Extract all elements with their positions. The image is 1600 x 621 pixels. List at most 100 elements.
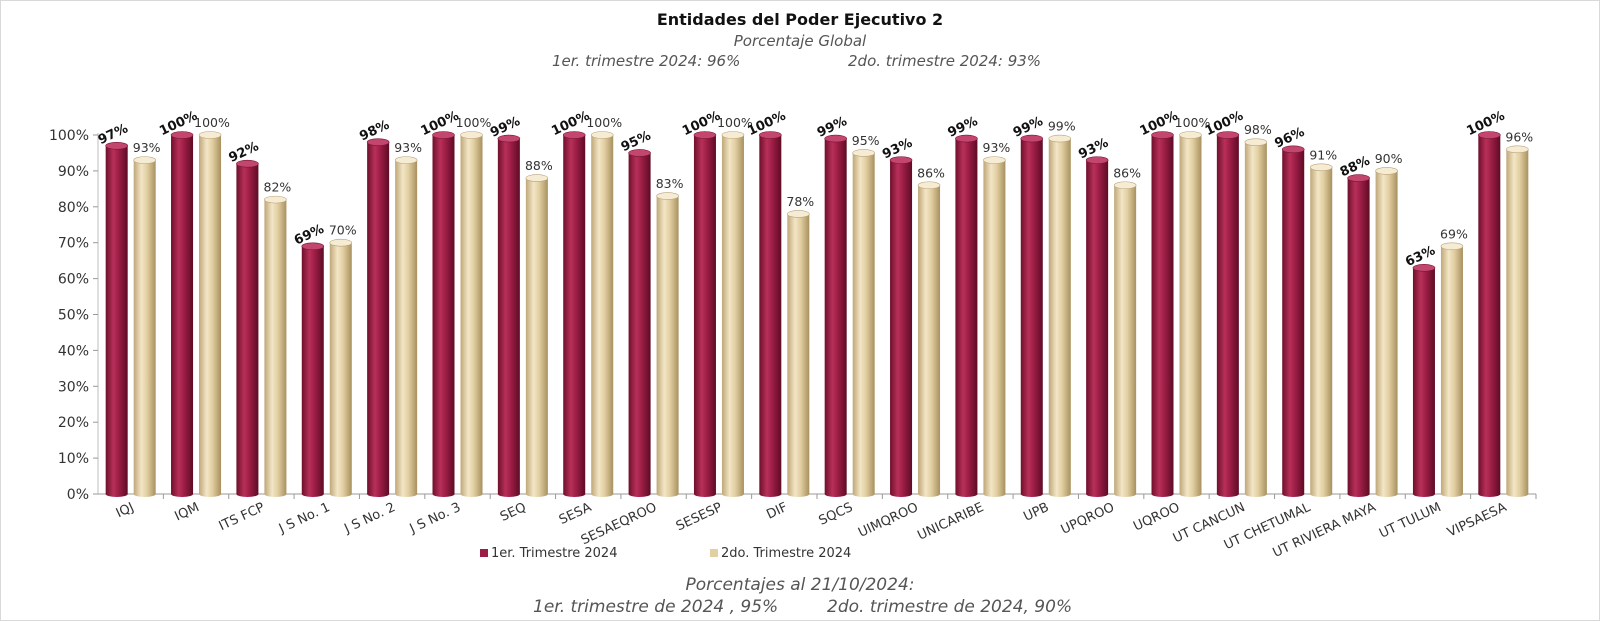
bar-q1	[1020, 138, 1043, 494]
bar-base	[460, 491, 483, 497]
bar-q2	[329, 242, 352, 494]
bar-cap	[198, 131, 222, 139]
bar-cap	[1020, 134, 1044, 143]
bar-q1	[563, 135, 586, 494]
bar-cap	[394, 156, 418, 164]
data-label-q2: 98%	[1244, 122, 1272, 137]
x-tick-label: UQROO	[1131, 500, 1182, 534]
bar-cap	[955, 134, 978, 143]
bar-base	[105, 491, 128, 497]
data-label-q2: 90%	[1375, 151, 1403, 166]
bar-base	[236, 491, 259, 497]
bar-cap	[1048, 134, 1072, 143]
bar-q1	[955, 138, 978, 494]
bar-cap	[656, 192, 679, 200]
data-label-q2: 88%	[525, 158, 553, 173]
bar-base	[955, 491, 978, 497]
chart-title: Entidades del Poder Ejecutivo 2	[656, 10, 944, 29]
bar-q2	[1375, 170, 1398, 494]
bar-base	[1506, 491, 1529, 497]
x-tick-label: IQM	[172, 500, 201, 524]
bar-base	[1412, 491, 1435, 497]
x-tick-label: ITS FCP	[217, 500, 267, 534]
legend-swatch-q2	[710, 549, 718, 557]
bar-q2	[525, 178, 548, 494]
data-label-q2: 83%	[656, 176, 684, 191]
data-label-q2: 78%	[786, 194, 814, 209]
bar-q1	[171, 135, 194, 494]
bar-base	[1020, 491, 1043, 497]
bar-cap	[1216, 131, 1240, 139]
bar-q1	[1086, 160, 1109, 494]
bar-cap	[1151, 131, 1174, 139]
bar-q1	[824, 138, 847, 494]
y-tick-label: 10%	[58, 451, 89, 467]
data-label-q2: 69%	[1440, 226, 1468, 241]
bar-cap	[1113, 181, 1137, 190]
bar-base	[301, 491, 324, 497]
bar-q2	[787, 213, 810, 495]
bar-cap	[1412, 264, 1436, 272]
data-label-q2: 100%	[194, 115, 230, 130]
bar-base	[1179, 491, 1202, 497]
bar-q1	[890, 160, 913, 494]
bar-base	[721, 491, 744, 497]
bar-q1	[693, 135, 716, 494]
data-label-q2: 99%	[1048, 119, 1076, 134]
y-tick-label: 60%	[58, 272, 89, 288]
bar-base	[367, 491, 390, 497]
bar-base	[1375, 491, 1398, 497]
bar-q2	[133, 160, 156, 494]
bar-q1	[1216, 135, 1239, 494]
bar-cap	[1281, 145, 1305, 154]
bar-cap	[366, 138, 390, 146]
footer-title: Porcentajes al 21/10/2024:	[685, 575, 915, 595]
bar-base	[1114, 491, 1137, 497]
x-tick-label: J S No. 3	[407, 500, 463, 537]
bar-cap	[1506, 145, 1529, 154]
bar-q2	[656, 196, 679, 494]
bar-cap	[628, 149, 651, 157]
x-tick-label: UIMQROO	[856, 500, 921, 541]
data-label-q2: 70%	[329, 223, 357, 238]
data-label-q2: 100%	[456, 115, 492, 130]
bar-base	[918, 491, 941, 497]
bar-base	[395, 491, 418, 497]
bar-q2	[199, 135, 222, 494]
x-tick-label: J S No. 1	[276, 500, 332, 537]
x-tick-label: SQCS	[817, 500, 856, 529]
bar-q1	[1347, 178, 1370, 494]
bar-base	[329, 491, 352, 497]
data-label-q2: 96%	[1505, 129, 1533, 144]
x-tick-label: SEQ	[498, 500, 529, 525]
bar-cap	[432, 131, 455, 139]
bar-q1	[301, 246, 324, 494]
bar-base	[1282, 491, 1305, 497]
bar-base	[1151, 491, 1174, 497]
x-tick-label: VIPSAESA	[1445, 500, 1509, 540]
bar-base	[1310, 491, 1333, 497]
bar-q2	[983, 160, 1006, 494]
summary-q1: 1er. trimestre 2024: 96%	[552, 52, 741, 70]
data-label-q2: 100%	[717, 115, 753, 130]
bar-cap	[693, 131, 717, 139]
bar-base	[133, 491, 156, 497]
legend-swatch-q1	[480, 549, 488, 557]
data-label-q2: 93%	[133, 140, 161, 155]
bar-cap	[824, 134, 847, 143]
legend-label-q1: 1er. Trimestre 2024	[491, 546, 617, 561]
y-tick-label: 90%	[58, 164, 89, 180]
bar-cap	[329, 238, 353, 247]
bar-base	[759, 491, 782, 497]
bar-base	[199, 491, 222, 497]
bar-q1	[1412, 267, 1435, 494]
x-tick-label: J S No. 2	[341, 500, 397, 537]
bar-base	[1347, 491, 1370, 497]
bar-cap	[497, 134, 521, 143]
bar-base	[983, 491, 1006, 497]
bar-cap	[525, 174, 549, 182]
bar-cap	[759, 131, 782, 139]
bar-q2	[1048, 138, 1071, 494]
bar-q2	[1244, 142, 1267, 494]
bar-q2	[918, 185, 941, 494]
